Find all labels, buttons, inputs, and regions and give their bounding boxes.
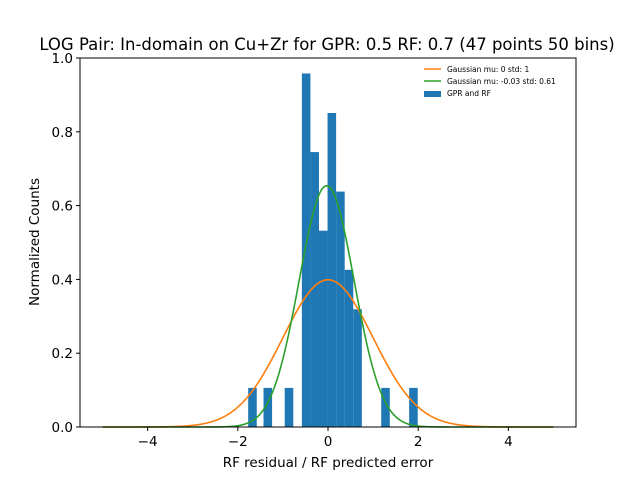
histogram-bar — [263, 387, 273, 427]
histogram-bar — [248, 387, 257, 427]
legend-label-gaussian-0-1: Gaussian mu: 0 std: 1 — [447, 65, 529, 74]
y-tick-label: 0.0 — [52, 420, 73, 436]
x-tick-label: 4 — [504, 434, 513, 450]
y-tick-label: 0.6 — [52, 199, 73, 215]
x-tick-label: −2 — [228, 434, 248, 450]
y-tick-label: 0.8 — [52, 125, 73, 141]
y-tick-label: 1.0 — [52, 51, 73, 67]
histogram-bar — [353, 309, 362, 427]
histogram-bar — [409, 387, 418, 427]
histogram-bar — [318, 230, 328, 427]
histogram-bar — [344, 269, 354, 427]
chart-title: LOG Pair: In-domain on Cu+Zr for GPR: 0.… — [39, 35, 614, 54]
x-tick-label: 0 — [324, 434, 333, 450]
y-axis-ticks: 0.0 0.2 0.4 0.6 0.8 1.0 — [52, 51, 80, 436]
histogram-bar — [301, 73, 311, 427]
x-tick-label: −4 — [138, 434, 158, 450]
x-axis-label: RF residual / RF predicted error — [223, 455, 434, 471]
y-axis-label: Normalized Counts — [27, 178, 43, 306]
y-tick-label: 0.2 — [52, 346, 73, 362]
histogram-bar — [284, 387, 294, 427]
x-tick-label: 2 — [414, 434, 423, 450]
legend-label-gaussian-fit: Gaussian mu: -0.03 std: 0.61 — [447, 77, 556, 86]
y-tick-label: 0.4 — [52, 272, 73, 288]
histogram-bar — [336, 191, 345, 427]
histogram-bar — [310, 152, 319, 427]
legend: Gaussian mu: 0 std: 1 Gaussian mu: -0.03… — [424, 65, 556, 98]
x-axis-ticks: −4 −2 0 2 4 — [138, 427, 513, 450]
histogram-bar — [381, 387, 390, 427]
histogram-bars — [248, 73, 418, 427]
histogram-bar — [327, 112, 337, 427]
legend-swatch-histogram — [424, 91, 441, 97]
legend-label-histogram: GPR and RF — [447, 89, 491, 98]
